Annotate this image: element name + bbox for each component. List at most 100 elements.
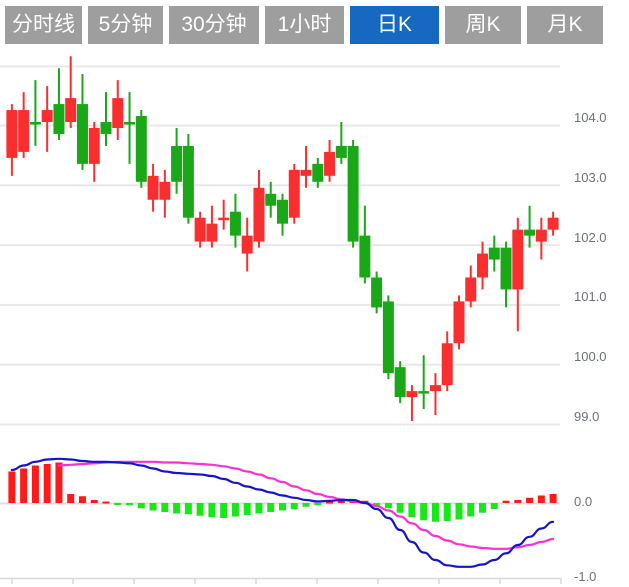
candle-body xyxy=(324,151,336,176)
candlestick[interactable] xyxy=(100,92,112,146)
macd-histogram-bar xyxy=(267,503,275,512)
period-tab-4[interactable]: 日K xyxy=(350,6,439,44)
macd-histogram-bar xyxy=(526,497,534,503)
candle-body xyxy=(524,229,536,236)
candlestick[interactable] xyxy=(488,235,500,272)
candlestick[interactable] xyxy=(6,104,18,176)
macd-histogram-bar xyxy=(184,503,192,515)
candle-body xyxy=(500,247,512,290)
candlestick[interactable] xyxy=(312,157,324,188)
macd-histogram-bar xyxy=(161,503,169,512)
candle-body xyxy=(182,145,194,218)
candle-body xyxy=(265,193,277,206)
candlestick[interactable] xyxy=(335,122,347,164)
macd-histogram-bar xyxy=(467,503,475,517)
macd-histogram-bar xyxy=(173,503,181,514)
price-axis-label-3: 101.0 xyxy=(574,289,607,305)
period-tab-0[interactable]: 分时线 xyxy=(5,6,82,44)
candlestick[interactable] xyxy=(18,92,30,158)
candle-body xyxy=(512,229,524,290)
candle-body xyxy=(171,145,183,182)
candle-body xyxy=(18,110,30,152)
macd-histogram-bar xyxy=(208,503,216,518)
candlestick[interactable] xyxy=(171,127,183,194)
price-axis-label-2: 102.0 xyxy=(574,229,607,245)
candlestick[interactable] xyxy=(76,74,88,170)
candlestick[interactable] xyxy=(135,110,147,188)
candlestick[interactable] xyxy=(53,68,65,140)
candlestick[interactable] xyxy=(394,361,406,404)
period-tab-5[interactable]: 周K xyxy=(445,6,521,44)
candle-body xyxy=(206,223,218,242)
candle-body xyxy=(347,145,359,242)
candlestick[interactable] xyxy=(418,355,430,410)
candle-body xyxy=(76,104,88,164)
candlestick[interactable] xyxy=(382,295,394,380)
candlestick[interactable] xyxy=(241,217,253,272)
candlestick[interactable] xyxy=(288,163,300,224)
candle-body xyxy=(465,277,477,302)
candlestick[interactable] xyxy=(88,122,100,182)
price-and-macd-plot[interactable] xyxy=(0,50,629,587)
candle-body xyxy=(277,199,288,224)
candle-body xyxy=(488,247,500,260)
period-tab-3[interactable]: 1小时 xyxy=(265,6,344,44)
macd-histogram-bar xyxy=(67,494,75,503)
period-tab-1[interactable]: 5分钟 xyxy=(88,6,163,44)
candle-body xyxy=(547,217,559,230)
candle-body xyxy=(88,127,100,164)
candlestick[interactable] xyxy=(159,169,171,218)
candle-body xyxy=(159,181,171,200)
candle-body xyxy=(124,122,136,125)
candlestick[interactable] xyxy=(300,145,312,188)
candlestick[interactable] xyxy=(182,133,194,224)
macd-histogram-bar xyxy=(114,503,122,505)
candlestick[interactable] xyxy=(29,80,41,146)
candlestick[interactable] xyxy=(206,205,218,248)
candle-body xyxy=(300,169,312,176)
candlestick[interactable] xyxy=(453,295,465,350)
candlestick[interactable] xyxy=(194,211,206,248)
candlestick[interactable] xyxy=(406,385,418,422)
candle-body xyxy=(41,110,53,123)
candle-body xyxy=(147,175,159,200)
candlestick[interactable] xyxy=(512,217,524,332)
candlestick[interactable] xyxy=(465,265,477,308)
candle-body xyxy=(218,217,230,221)
candlestick[interactable] xyxy=(359,205,371,284)
candlestick[interactable] xyxy=(147,163,159,212)
candlestick[interactable] xyxy=(229,193,241,248)
candlestick[interactable] xyxy=(500,241,512,308)
candle-body xyxy=(100,122,112,134)
candlestick[interactable] xyxy=(265,181,277,218)
candlestick[interactable] xyxy=(65,56,77,128)
candlestick[interactable] xyxy=(253,169,265,248)
candle-body xyxy=(394,367,406,398)
candlestick[interactable] xyxy=(41,86,53,152)
candlestick[interactable] xyxy=(218,199,230,230)
candlestick[interactable] xyxy=(477,241,489,290)
macd-histogram-bar xyxy=(490,503,498,509)
period-tab-2[interactable]: 30分钟 xyxy=(169,6,259,44)
candlestick[interactable] xyxy=(429,373,441,416)
candlestick[interactable] xyxy=(124,92,136,164)
candlestick[interactable] xyxy=(535,217,547,260)
candlestick[interactable] xyxy=(441,331,453,392)
macd-histogram-bar xyxy=(20,468,28,503)
macd-histogram-bar xyxy=(384,503,392,509)
candlestick[interactable] xyxy=(524,205,536,248)
candle-body xyxy=(241,235,253,254)
candlestick[interactable] xyxy=(347,139,359,248)
candlestick[interactable] xyxy=(324,139,336,182)
period-tab-6[interactable]: 月K xyxy=(527,6,603,44)
candle-body xyxy=(29,122,41,125)
candlestick[interactable] xyxy=(277,193,288,236)
macd-histogram-bar xyxy=(431,503,439,522)
candlestick[interactable] xyxy=(371,271,383,314)
macd-histogram-bar xyxy=(361,500,369,503)
candlestick[interactable] xyxy=(112,80,124,140)
macd-histogram-bar xyxy=(479,503,487,513)
macd-histogram-bar xyxy=(8,471,16,503)
candlestick[interactable] xyxy=(547,211,559,236)
